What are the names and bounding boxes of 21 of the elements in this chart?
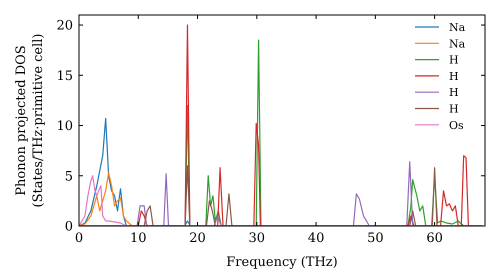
legend-label: Na [449, 21, 466, 34]
legend-label: H [449, 70, 459, 83]
x-tick-label: 40 [308, 231, 324, 246]
y-tick-label: 20 [56, 18, 73, 34]
legend-label: H [449, 102, 459, 116]
y-tick-label: 10 [56, 119, 73, 134]
legend-label: Na [449, 37, 466, 50]
x-tick-label: 50 [367, 231, 384, 246]
y-tick-label: 15 [56, 68, 73, 84]
x-tick-label: 10 [130, 231, 147, 246]
x-tick-label: 30 [248, 231, 266, 246]
y-tick-label: 5 [64, 169, 73, 184]
legend-label: Os [449, 118, 464, 132]
x-tick-label: 60 [426, 231, 443, 246]
legend-label: H [449, 54, 459, 67]
x-axis-title: Frequency (THz) [226, 255, 338, 270]
y-axis-title: Phonon projected DOS (States/THz·primitive cell) [14, 33, 46, 208]
y-tick-label: 0 [64, 220, 73, 234]
x-tick-label: 0 [74, 231, 84, 246]
legend-label: H [449, 86, 459, 100]
x-tick-label: 20 [189, 231, 206, 246]
